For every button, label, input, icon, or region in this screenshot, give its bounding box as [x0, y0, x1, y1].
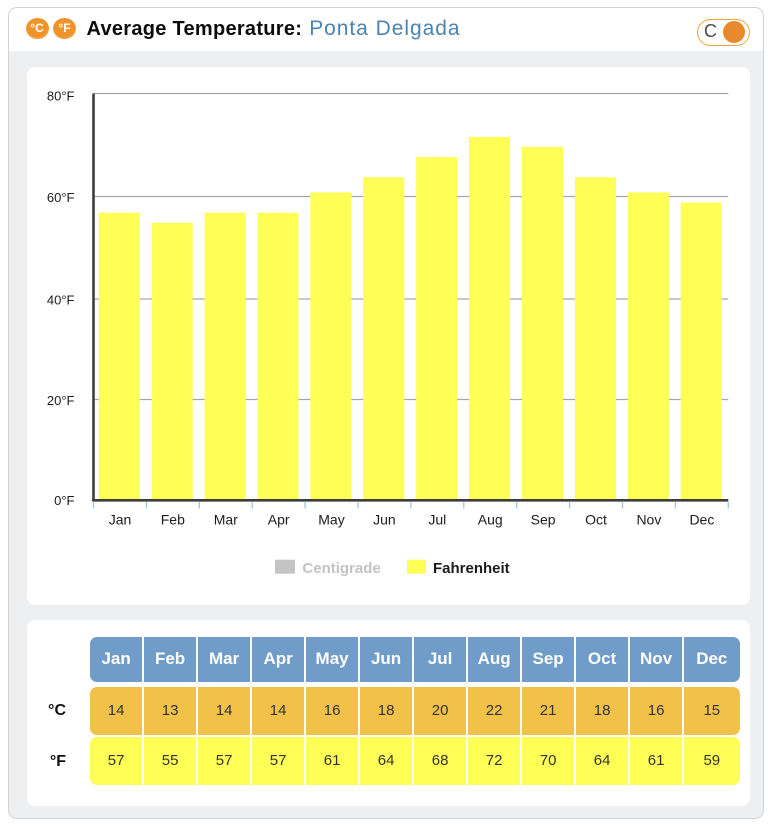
svg-text:40°F: 40°F	[47, 293, 75, 308]
svg-text:Fahrenheit: Fahrenheit	[433, 560, 510, 577]
svg-text:Aug: Aug	[478, 512, 503, 528]
svg-text:Sep: Sep	[531, 512, 556, 528]
svg-text:Apr: Apr	[268, 512, 290, 528]
svg-text:Dec: Dec	[689, 512, 714, 528]
svg-text:Feb: Feb	[161, 512, 185, 528]
svg-text:80°F: 80°F	[47, 89, 75, 104]
svg-text:May: May	[318, 512, 344, 528]
svg-text:Jan: Jan	[109, 512, 132, 528]
svg-text:Jun: Jun	[373, 512, 396, 528]
svg-text:Oct: Oct	[585, 512, 607, 528]
svg-text:Centigrade: Centigrade	[302, 560, 380, 577]
svg-text:Jul: Jul	[428, 512, 446, 528]
svg-text:0°F: 0°F	[54, 493, 74, 508]
svg-text:20°F: 20°F	[47, 393, 75, 408]
svg-text:Nov: Nov	[636, 512, 661, 528]
svg-text:60°F: 60°F	[47, 190, 75, 205]
svg-text:Mar: Mar	[214, 512, 238, 528]
